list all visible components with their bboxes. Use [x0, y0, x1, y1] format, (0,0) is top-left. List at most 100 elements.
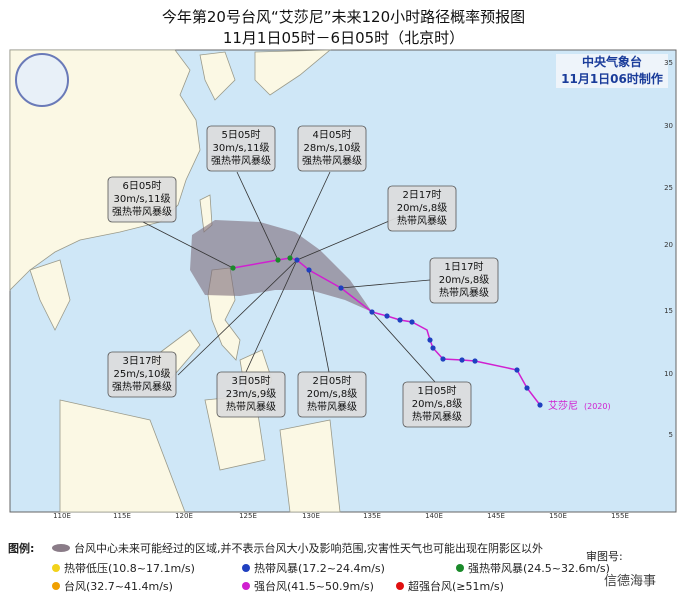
callout-wind: 20m/s,8级: [439, 274, 490, 286]
track-point: [472, 358, 478, 364]
callout-wind: 20m/s,8级: [397, 202, 448, 214]
track-point: [524, 385, 530, 391]
callout-grade: 强热带风暴级: [211, 154, 271, 167]
track-point: [287, 255, 293, 261]
cone-text: 台风中心未来可能经过的区域,并不表示台风大小及影响范围,灾害性天气也可能出现在阴…: [74, 542, 543, 555]
callout-box: [107, 176, 177, 223]
callout-time: 3日17时: [122, 355, 161, 367]
callout-time: 4日05时: [312, 129, 351, 141]
callout-wind: 28m/s,10级: [304, 142, 361, 154]
legend-item: 台风(32.7~41.4m/s): [52, 578, 173, 594]
lon-label: 150E: [549, 512, 567, 520]
subtitle: 11月1日05时－6日05时（北京时）: [222, 29, 465, 47]
callout-box: [429, 257, 499, 304]
lat-label: 35: [664, 59, 673, 67]
callout-grade: 热带风暴级: [307, 400, 357, 413]
callout-grade: 热带风暴级: [412, 410, 462, 423]
callout-time: 3日05时: [231, 375, 270, 387]
legend-item: 热带低压(10.8~17.1m/s): [52, 560, 195, 576]
track-point: [430, 345, 436, 351]
map: 中央气象台 11月1日06时制作 艾莎尼 (2020) 110E 115E 120E…: [9, 49, 677, 520]
callout-box: [297, 125, 367, 172]
track-point: [409, 319, 415, 325]
callout-wind: 30m/s,11级: [114, 193, 171, 205]
track-point: [230, 265, 236, 271]
callout-grade: 强热带风暴级: [112, 205, 172, 218]
land: [9, 49, 341, 513]
cone-swatch: [52, 544, 70, 552]
legend-label: 超强台风(≥51m/s): [408, 580, 504, 593]
legend-swatch: [456, 564, 464, 572]
legend-label: 热带风暴(17.2~24.4m/s): [254, 562, 385, 575]
callout-box: [297, 371, 367, 418]
callout-grade: 强热带风暴级: [112, 380, 172, 393]
callout-box: [216, 371, 286, 418]
track-point: [369, 309, 375, 315]
callout-wind: 23m/s,9级: [226, 388, 277, 400]
lon-label: 135E: [363, 512, 381, 520]
lon-label: 110E: [53, 512, 71, 520]
legend-label: 热带低压(10.8~17.1m/s): [64, 562, 195, 575]
track-point: [306, 267, 312, 273]
agency-box: [556, 54, 668, 88]
legend-cone: 台风中心未来可能经过的区域,并不表示台风大小及影响范围,灾害性天气也可能出现在阴…: [52, 540, 543, 556]
lon-label: 145E: [487, 512, 505, 520]
lon-label: 115E: [113, 512, 131, 520]
legend-swatch: [396, 582, 404, 590]
callout-wind: 30m/s,11级: [213, 142, 270, 154]
track-point: [384, 313, 390, 319]
lon-label: 130E: [302, 512, 320, 520]
storm-id: (2020): [584, 402, 611, 411]
legend-swatch: [52, 564, 60, 572]
legend-title: 图例:: [8, 542, 35, 555]
agency-logo: [15, 53, 69, 107]
callout-grade: 热带风暴级: [226, 400, 276, 413]
lat-label: 30: [664, 122, 673, 130]
title: 今年第20号台风“艾莎尼”未来120小时路径概率预报图: [161, 8, 526, 26]
issued: 11月1日06时制作: [561, 71, 663, 86]
track-point: [397, 317, 403, 323]
callout-grade: 热带风暴级: [397, 214, 447, 227]
callout-time: 6日05时: [122, 180, 161, 192]
lat-label: 15: [664, 307, 673, 315]
callout-time: 2日17时: [402, 189, 441, 201]
track-point: [514, 367, 520, 373]
callout-box: [107, 351, 177, 398]
legend-item: 强热带风暴(24.5~32.6m/s): [456, 560, 610, 576]
legend-label: 强台风(41.5~50.9m/s): [254, 580, 374, 593]
storm-label: 艾莎尼: [548, 399, 578, 412]
track-point: [537, 402, 543, 408]
lon-label: 120E: [175, 512, 193, 520]
callout-time: 5日05时: [221, 129, 260, 141]
track-point: [440, 356, 446, 362]
legend: 图例: 台风中心未来可能经过的区域,并不表示台风大小及影响范围,灾害性天气也可能…: [8, 532, 678, 598]
track-point: [275, 257, 281, 263]
legend-swatch: [242, 564, 250, 572]
callout-grade: 强热带风暴级: [302, 154, 362, 167]
agency: 中央气象台: [582, 54, 642, 69]
lon-label: 125E: [239, 512, 257, 520]
lat-label: 25: [664, 184, 673, 192]
callout-time: 2日05时: [312, 375, 351, 387]
leaders: [142, 171, 436, 383]
track-point: [427, 337, 433, 343]
legend-swatch: [242, 582, 250, 590]
legend-swatch: [52, 582, 60, 590]
track-point: [338, 285, 344, 291]
legend-item: 强台风(41.5~50.9m/s): [242, 578, 374, 594]
callout-wind: 20m/s,8级: [412, 398, 463, 410]
callout-grade: 热带风暴级: [439, 286, 489, 299]
lon-label: 140E: [425, 512, 443, 520]
callout-time: 1日17时: [444, 261, 483, 273]
lat-label: 10: [664, 370, 673, 378]
track-point: [294, 257, 300, 263]
callout-wind: 25m/s,10级: [114, 368, 171, 380]
approval: 审图号:: [586, 550, 623, 563]
